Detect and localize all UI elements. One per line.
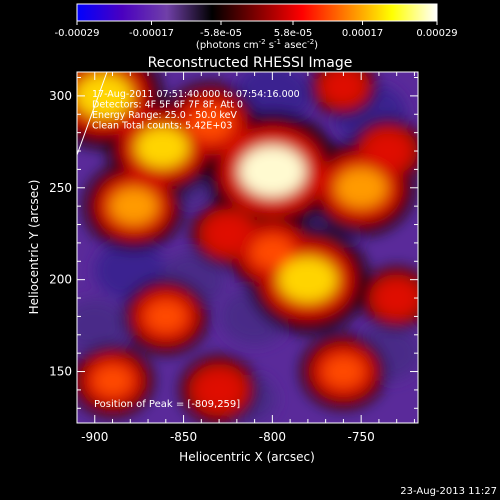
hot-spot-core (380, 285, 414, 311)
footer-timestamp: 23-Aug-2013 11:27 (400, 486, 497, 497)
hot-spot-core (327, 74, 360, 99)
annotation-line: Clean Total counts: 5.42E+03 (92, 121, 232, 132)
hot-spot-core (188, 106, 233, 141)
hot-spot-core (109, 187, 158, 225)
annotation-block: 17-Aug-2011 07:51:40.000 to 07:54:16.000… (92, 89, 300, 132)
y-tick-label: 300 (49, 89, 72, 103)
x-tick-label: -800 (259, 430, 286, 444)
annotation-line: Detectors: 4F 5F 6F 7F 8F, Att 0 (92, 100, 243, 111)
colorbar-tick-label: -0.00029 (55, 28, 100, 39)
hot-spot-core (77, 73, 133, 118)
colorbar-tick-label: -5.8e-05 (200, 28, 242, 39)
y-tick-label: 150 (49, 365, 72, 379)
hot-spot-core (145, 300, 187, 333)
chart-title: Reconstructed RHESSI Image (148, 55, 353, 71)
plot-frame (76, 71, 419, 424)
colorbar-tick-label: 0.00029 (416, 28, 457, 39)
colorbar-ticks: -0.00029 -0.00017 -5.8e-05 5.8e-05 0.00017 0.… (55, 21, 458, 39)
y-axis-ticks: 150 200 250 300 (49, 77, 418, 409)
hot-spot-core (370, 137, 406, 165)
intensity-field (77, 72, 418, 423)
colorbar-tick-label: 0.00017 (342, 28, 383, 39)
cold-spot (77, 299, 127, 353)
colorbar (76, 3, 438, 22)
hot-spot-core (200, 375, 238, 405)
annotation-line: 17-Aug-2011 07:51:40.000 to 07:54:16.000 (92, 89, 300, 100)
annotation-line: Energy Range: 25.0 - 50.0 keV (92, 110, 237, 121)
hot-spot-core (335, 167, 387, 208)
colorbar-tick-label: -0.00017 (129, 28, 174, 39)
x-axis-label: Heliocentric X (arcsec) (179, 450, 315, 464)
y-tick-label: 200 (49, 273, 72, 287)
colorbar-tick-label: 5.8e-05 (274, 28, 312, 39)
x-tick-label: -750 (348, 430, 375, 444)
hot-spot-core (210, 220, 246, 248)
x-tick-label: -900 (81, 430, 108, 444)
hot-spot-core (278, 256, 338, 303)
hot-spot-core (93, 365, 132, 396)
hot-spot-core (135, 126, 189, 168)
limb-line (77, 72, 108, 156)
hot-spot-core (323, 355, 364, 388)
y-axis-label: Heliocentric Y (arcsec) (27, 180, 41, 315)
hot-spot-core (239, 145, 306, 197)
x-axis-ticks: -900 -850 -800 -750 (76, 72, 415, 444)
colorbar-unit-label: (photons cm-2 s-1 asec-2) (196, 38, 318, 51)
peak-position-label: Position of Peak = [-809,259] (94, 399, 240, 410)
hot-spot-core (251, 235, 294, 269)
y-tick-label: 250 (49, 181, 72, 195)
x-tick-label: -850 (170, 430, 197, 444)
